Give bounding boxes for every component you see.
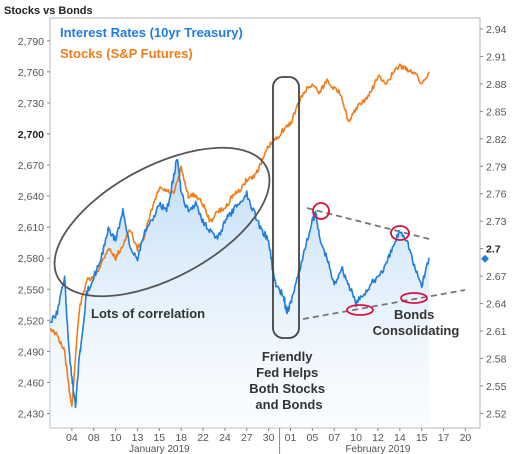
legend-rates: Interest Rates (10yr Treasury) (60, 25, 243, 40)
left-tick-label: 2,640 (18, 191, 44, 203)
x-tick-label: 01 (285, 432, 297, 444)
x-tick-label: 20 (460, 432, 472, 444)
fed-highlight-box (272, 76, 300, 339)
trough-marker-ellipse (346, 304, 374, 316)
x-tick-label: 15 (416, 432, 428, 444)
chart-title: Stocks vs Bonds (4, 5, 93, 17)
annotation-fed: Friendly Fed Helps Both Stocks and Bonds (249, 349, 328, 412)
annotation-consolidating: Bonds Consolidating (373, 307, 460, 338)
x-tick-label: 17 (438, 432, 450, 444)
x-axis: 04 08 10 13 15 18 22 24 27 30 01 05 07 10 12 14 15 17 20 Ja… (66, 428, 471, 454)
resistance-trendline (306, 207, 434, 241)
left-tick-label: 2,670 (18, 160, 44, 172)
rates-series-line (49, 158, 430, 409)
left-tick-label: 2,550 (18, 284, 44, 296)
right-tick-label: 2.61 (486, 326, 507, 338)
right-tick-label: 2.67 (486, 271, 507, 283)
x-tick-label: 13 (132, 432, 144, 444)
x-tick-label: 14 (394, 432, 406, 444)
month-label: February 2019 (345, 444, 410, 454)
left-tick-label: 2,520 (18, 315, 44, 327)
right-tick-label: 2.55 (486, 381, 507, 393)
left-tick-label: 2,580 (18, 253, 44, 265)
left-tick-label: 2,730 (18, 98, 44, 110)
left-tick-label: 2,760 (18, 67, 44, 79)
left-tick-label: 2,490 (18, 346, 44, 358)
right-tick-label: 2.91 (486, 51, 507, 63)
right-tick-label: 2.88 (486, 79, 507, 91)
right-tick-label: 2.7 (486, 244, 501, 256)
x-tick-label: 10 (110, 432, 122, 444)
right-tick-label: 2.85 (486, 106, 507, 118)
x-tick-label: 15 (153, 432, 165, 444)
x-tick-label: 08 (88, 432, 100, 444)
right-tick-label: 2.73 (486, 216, 507, 228)
right-tick-label: 2.64 (486, 299, 507, 311)
left-axis: 2,790 2,760 2,730 2,700 2,670 2,640 2,610 2,580… (18, 36, 50, 421)
annotation-fed-line: Fed Helps (256, 365, 318, 380)
x-tick-label: 30 (263, 432, 275, 444)
x-tick-label: 22 (197, 432, 209, 444)
annotation-fed-line: Both Stocks (249, 381, 325, 396)
left-tick-label: 2,430 (18, 409, 44, 421)
left-tick-label: 2,610 (18, 222, 44, 234)
peak-marker-circle (312, 202, 330, 220)
x-tick-label: 05 (307, 432, 319, 444)
annotation-consolidating-line: Consolidating (373, 323, 460, 338)
left-tick-label: 2,790 (18, 36, 44, 48)
current-value-marker (481, 254, 489, 263)
annotation-fed-line: Friendly (262, 349, 313, 364)
x-tick-label: 24 (219, 432, 231, 444)
right-tick-label: 2.58 (486, 353, 507, 365)
support-trendline (302, 289, 466, 320)
annotation-correlation: Lots of correlation (91, 306, 205, 321)
peak-marker-circle (390, 225, 410, 241)
x-tick-label: 27 (241, 432, 253, 444)
right-tick-label: 2.76 (486, 189, 507, 201)
trough-marker-ellipse (400, 292, 428, 304)
right-axis: 2.94 2.91 2.88 2.85 2.82 2.79 2.76 2.73 2.7 2.67 2… (480, 24, 507, 420)
x-tick-label: 10 (350, 432, 362, 444)
legend-stocks: Stocks (S&P Futures) (60, 46, 193, 61)
annotation-consolidating-line: Bonds (394, 307, 434, 322)
left-tick-label: 2,460 (18, 377, 44, 389)
x-tick-label: 07 (328, 432, 340, 444)
right-tick-label: 2.52 (486, 408, 507, 420)
right-tick-label: 2.79 (486, 161, 507, 173)
month-label: January 2019 (129, 444, 190, 454)
x-tick-label: 12 (372, 432, 384, 444)
correlation-ellipse (53, 146, 271, 298)
right-tick-label: 2.82 (486, 134, 507, 146)
right-tick-label: 2.94 (486, 24, 507, 36)
x-tick-label: 04 (66, 432, 78, 444)
rate-area-fill (50, 159, 429, 428)
x-tick-label: 18 (175, 432, 187, 444)
left-tick-label: 2,700 (18, 129, 44, 141)
stocks-series-line (49, 63, 430, 408)
annotation-fed-line: and Bonds (255, 397, 322, 412)
